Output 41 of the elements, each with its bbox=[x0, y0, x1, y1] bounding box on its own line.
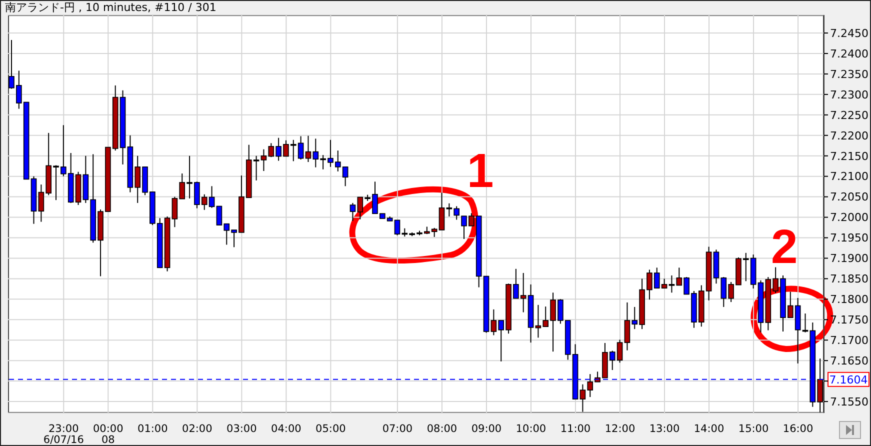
candlestick bbox=[438, 192, 445, 230]
x-tick-label: 10:00 bbox=[516, 423, 546, 435]
x-tick-label: 01:00 bbox=[138, 423, 168, 435]
x-tick-label: 07:00 bbox=[382, 423, 413, 435]
x-tick-label: 00:00 08 bbox=[93, 423, 124, 446]
candlestick bbox=[394, 220, 400, 236]
x-tick-label: 12:00 bbox=[604, 423, 636, 435]
x-tick-label: 23:00 6/07/16 bbox=[43, 423, 84, 446]
x-tick-label: 13:00 bbox=[649, 423, 680, 435]
y-tick-label: 7.2400 bbox=[830, 47, 868, 60]
y-tick-label: 7.2250 bbox=[830, 108, 868, 122]
x-tick-label: 15:00 bbox=[738, 423, 769, 435]
chart-title: 南アランド-円 , 10 minutes, #110 / 301 bbox=[5, 1, 216, 15]
ref-line-label: 7.1604 bbox=[829, 373, 868, 386]
candlestick bbox=[350, 202, 356, 222]
y-tick-label: 7.2300 bbox=[830, 88, 868, 102]
y-tick-label: 7.1700 bbox=[830, 334, 868, 348]
x-tick-label: 05:00 bbox=[316, 423, 346, 435]
y-tick-label: 7.2150 bbox=[830, 150, 868, 163]
x-tick-label: 02:00 bbox=[182, 423, 212, 435]
y-tick-label: 7.2350 bbox=[830, 68, 868, 81]
y-tick-label: 7.2000 bbox=[830, 211, 868, 224]
annotation: 1 bbox=[467, 145, 494, 198]
y-tick-label: 7.1650 bbox=[830, 354, 868, 368]
x-tick-label: 04:00 bbox=[271, 423, 302, 435]
x-tick-label: 03:00 bbox=[226, 423, 257, 435]
y-tick-label: 7.2100 bbox=[830, 170, 868, 184]
y-tick-label: 7.1900 bbox=[830, 252, 868, 266]
annotation: 2 bbox=[771, 221, 798, 274]
y-tick-label: 7.2200 bbox=[830, 129, 868, 142]
x-tick-label: 08:00 bbox=[426, 423, 458, 435]
y-tick-label: 7.2050 bbox=[830, 190, 868, 204]
x-tick-label: 14:00 bbox=[694, 423, 724, 435]
y-tick-label: 7.1800 bbox=[830, 293, 868, 306]
x-tick-label: 11:00 bbox=[560, 423, 591, 435]
y-tick-label: 7.1850 bbox=[830, 272, 868, 286]
y-tick-label: 7.2450 bbox=[830, 26, 868, 40]
y-tick-label: 7.1550 bbox=[830, 395, 868, 408]
y-tick-label: 7.1950 bbox=[830, 232, 868, 245]
x-tick-label: 09:00 bbox=[471, 423, 502, 435]
x-tick-label: 16:00 bbox=[782, 423, 814, 435]
